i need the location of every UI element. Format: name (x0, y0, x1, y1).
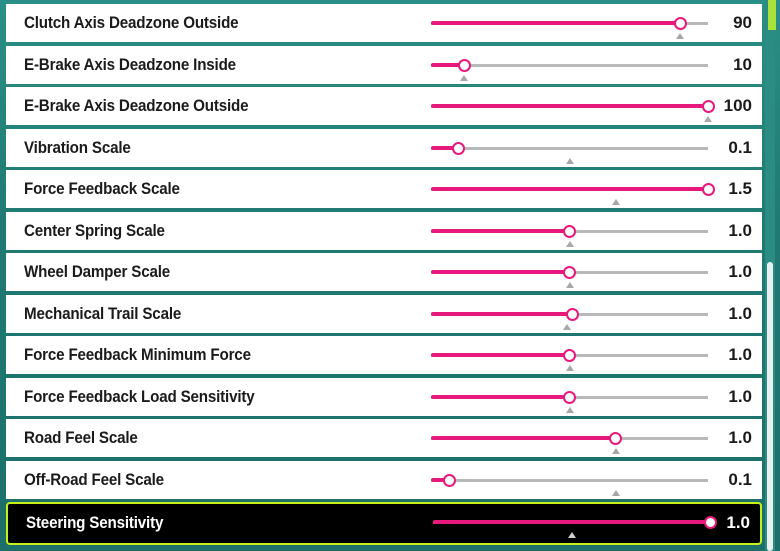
setting-slider[interactable] (431, 307, 708, 330)
setting-value: 0.1 (728, 137, 752, 157)
setting-value: 10 (733, 54, 752, 74)
setting-row-wheel-damper-scale[interactable]: Wheel Damper Scale 1.0 (6, 253, 762, 291)
setting-row-vibration-scale[interactable]: Vibration Scale 0.1 (6, 128, 762, 167)
setting-value: 100 (723, 96, 752, 115)
default-marker-icon (611, 489, 620, 496)
setting-value: 1.0 (728, 428, 752, 447)
setting-slider[interactable] (431, 182, 715, 205)
slider-thumb[interactable] (563, 224, 576, 238)
setting-value: 1.0 (728, 303, 752, 323)
slider-fill (431, 477, 450, 482)
default-marker-icon (565, 282, 574, 288)
setting-value: 0.1 (728, 469, 752, 489)
settings-list: Clutch Axis Deadzone Outside 90 E-Brake … (6, 4, 762, 549)
default-marker-icon (565, 157, 574, 164)
default-marker-icon (565, 240, 574, 247)
setting-slider[interactable] (431, 348, 708, 371)
setting-row-off-road-feel-scale[interactable]: Off-Road Feel Scale 0.1 (6, 460, 762, 499)
slider-thumb[interactable] (701, 100, 715, 113)
slider-thumb[interactable] (609, 432, 623, 445)
setting-row-force-feedback-minimum-force[interactable]: Force Feedback Minimum Force 1.0 (6, 336, 762, 374)
setting-slider[interactable] (431, 141, 708, 164)
setting-label: Force Feedback Scale (24, 180, 180, 198)
setting-row-steering-sensitivity[interactable]: Steering Sensitivity 1.0 (6, 502, 762, 545)
slider-thumb[interactable] (457, 58, 471, 72)
default-marker-icon (565, 406, 574, 413)
setting-label: Road Feel Scale (24, 429, 138, 447)
slider-thumb[interactable] (443, 473, 457, 487)
slider-thumb[interactable] (563, 349, 576, 362)
setting-slider[interactable] (431, 16, 708, 39)
setting-label: Force Feedback Minimum Force (24, 346, 251, 364)
setting-row-clutch-axis-deadzone-outside[interactable]: Clutch Axis Deadzone Outside 90 (6, 4, 762, 42)
setting-label: E-Brake Axis Deadzone Inside (24, 55, 236, 74)
slider-fill (431, 353, 570, 357)
default-marker-icon (460, 74, 469, 81)
default-marker-icon (565, 365, 574, 371)
default-marker-icon (611, 448, 620, 454)
setting-label: Steering Sensitivity (26, 514, 164, 532)
setting-row-ebrake-axis-deadzone-inside[interactable]: E-Brake Axis Deadzone Inside 10 (6, 45, 762, 84)
setting-slider[interactable] (431, 99, 715, 122)
setting-slider[interactable] (433, 515, 717, 538)
setting-row-force-feedback-load-sensitivity[interactable]: Force Feedback Load Sensitivity 1.0 (6, 377, 762, 416)
setting-slider[interactable] (431, 265, 708, 288)
default-marker-icon (562, 323, 571, 330)
slider-thumb[interactable] (565, 307, 579, 321)
slider-track (431, 146, 708, 150)
setting-label: Vibration Scale (24, 138, 131, 157)
slider-thumb[interactable] (563, 266, 576, 279)
slider-fill (431, 145, 459, 150)
slider-thumb[interactable] (673, 17, 687, 30)
setting-label: E-Brake Axis Deadzone Outside (24, 97, 249, 115)
slider-track (431, 63, 708, 67)
slider-fill (431, 21, 681, 25)
slider-fill (431, 436, 616, 440)
slider-thumb[interactable] (701, 183, 715, 196)
slider-thumb[interactable] (563, 390, 576, 404)
setting-label: Center Spring Scale (24, 221, 165, 240)
default-marker-icon (611, 199, 620, 205)
slider-fill (431, 311, 573, 316)
setting-value: 1.0 (728, 345, 752, 364)
scrollbar[interactable] (765, 0, 775, 551)
setting-row-force-feedback-scale[interactable]: Force Feedback Scale 1.5 (6, 170, 762, 208)
setting-row-mechanical-trail-scale[interactable]: Mechanical Trail Scale 1.0 (6, 294, 762, 333)
setting-slider[interactable] (431, 58, 708, 81)
slider-fill (431, 228, 570, 233)
setting-slider[interactable] (431, 431, 708, 454)
setting-value: 1.5 (728, 179, 752, 198)
slider-thumb[interactable] (703, 516, 717, 529)
slider-thumb[interactable] (452, 141, 466, 155)
slider-fill (431, 270, 570, 274)
default-marker-icon (676, 33, 685, 39)
setting-slider[interactable] (431, 473, 708, 496)
setting-slider[interactable] (431, 224, 708, 247)
setting-row-ebrake-axis-deadzone-outside[interactable]: E-Brake Axis Deadzone Outside 100 (6, 87, 762, 125)
setting-label: Off-Road Feel Scale (24, 470, 164, 489)
slider-track (431, 478, 708, 482)
setting-value: 1.0 (728, 220, 752, 240)
setting-slider[interactable] (431, 390, 708, 413)
default-marker-icon (704, 116, 712, 122)
setting-label: Clutch Axis Deadzone Outside (24, 14, 239, 32)
slider-fill (431, 104, 708, 108)
slider-fill (431, 394, 570, 399)
setting-label: Force Feedback Load Sensitivity (24, 387, 255, 406)
default-marker-icon (567, 532, 576, 538)
setting-value: 1.0 (726, 513, 750, 532)
scrollbar-thumb[interactable] (767, 262, 773, 551)
setting-row-road-feel-scale[interactable]: Road Feel Scale 1.0 (6, 419, 762, 457)
accent-strip (768, 0, 776, 30)
setting-label: Wheel Damper Scale (24, 263, 171, 281)
slider-fill (431, 187, 708, 191)
setting-value: 1.0 (728, 386, 752, 406)
slider-fill (431, 62, 465, 67)
setting-label: Mechanical Trail Scale (24, 304, 182, 323)
slider-fill (433, 520, 710, 524)
setting-value: 90 (733, 13, 752, 32)
setting-value: 1.0 (728, 262, 752, 281)
setting-row-center-spring-scale[interactable]: Center Spring Scale 1.0 (6, 211, 762, 250)
